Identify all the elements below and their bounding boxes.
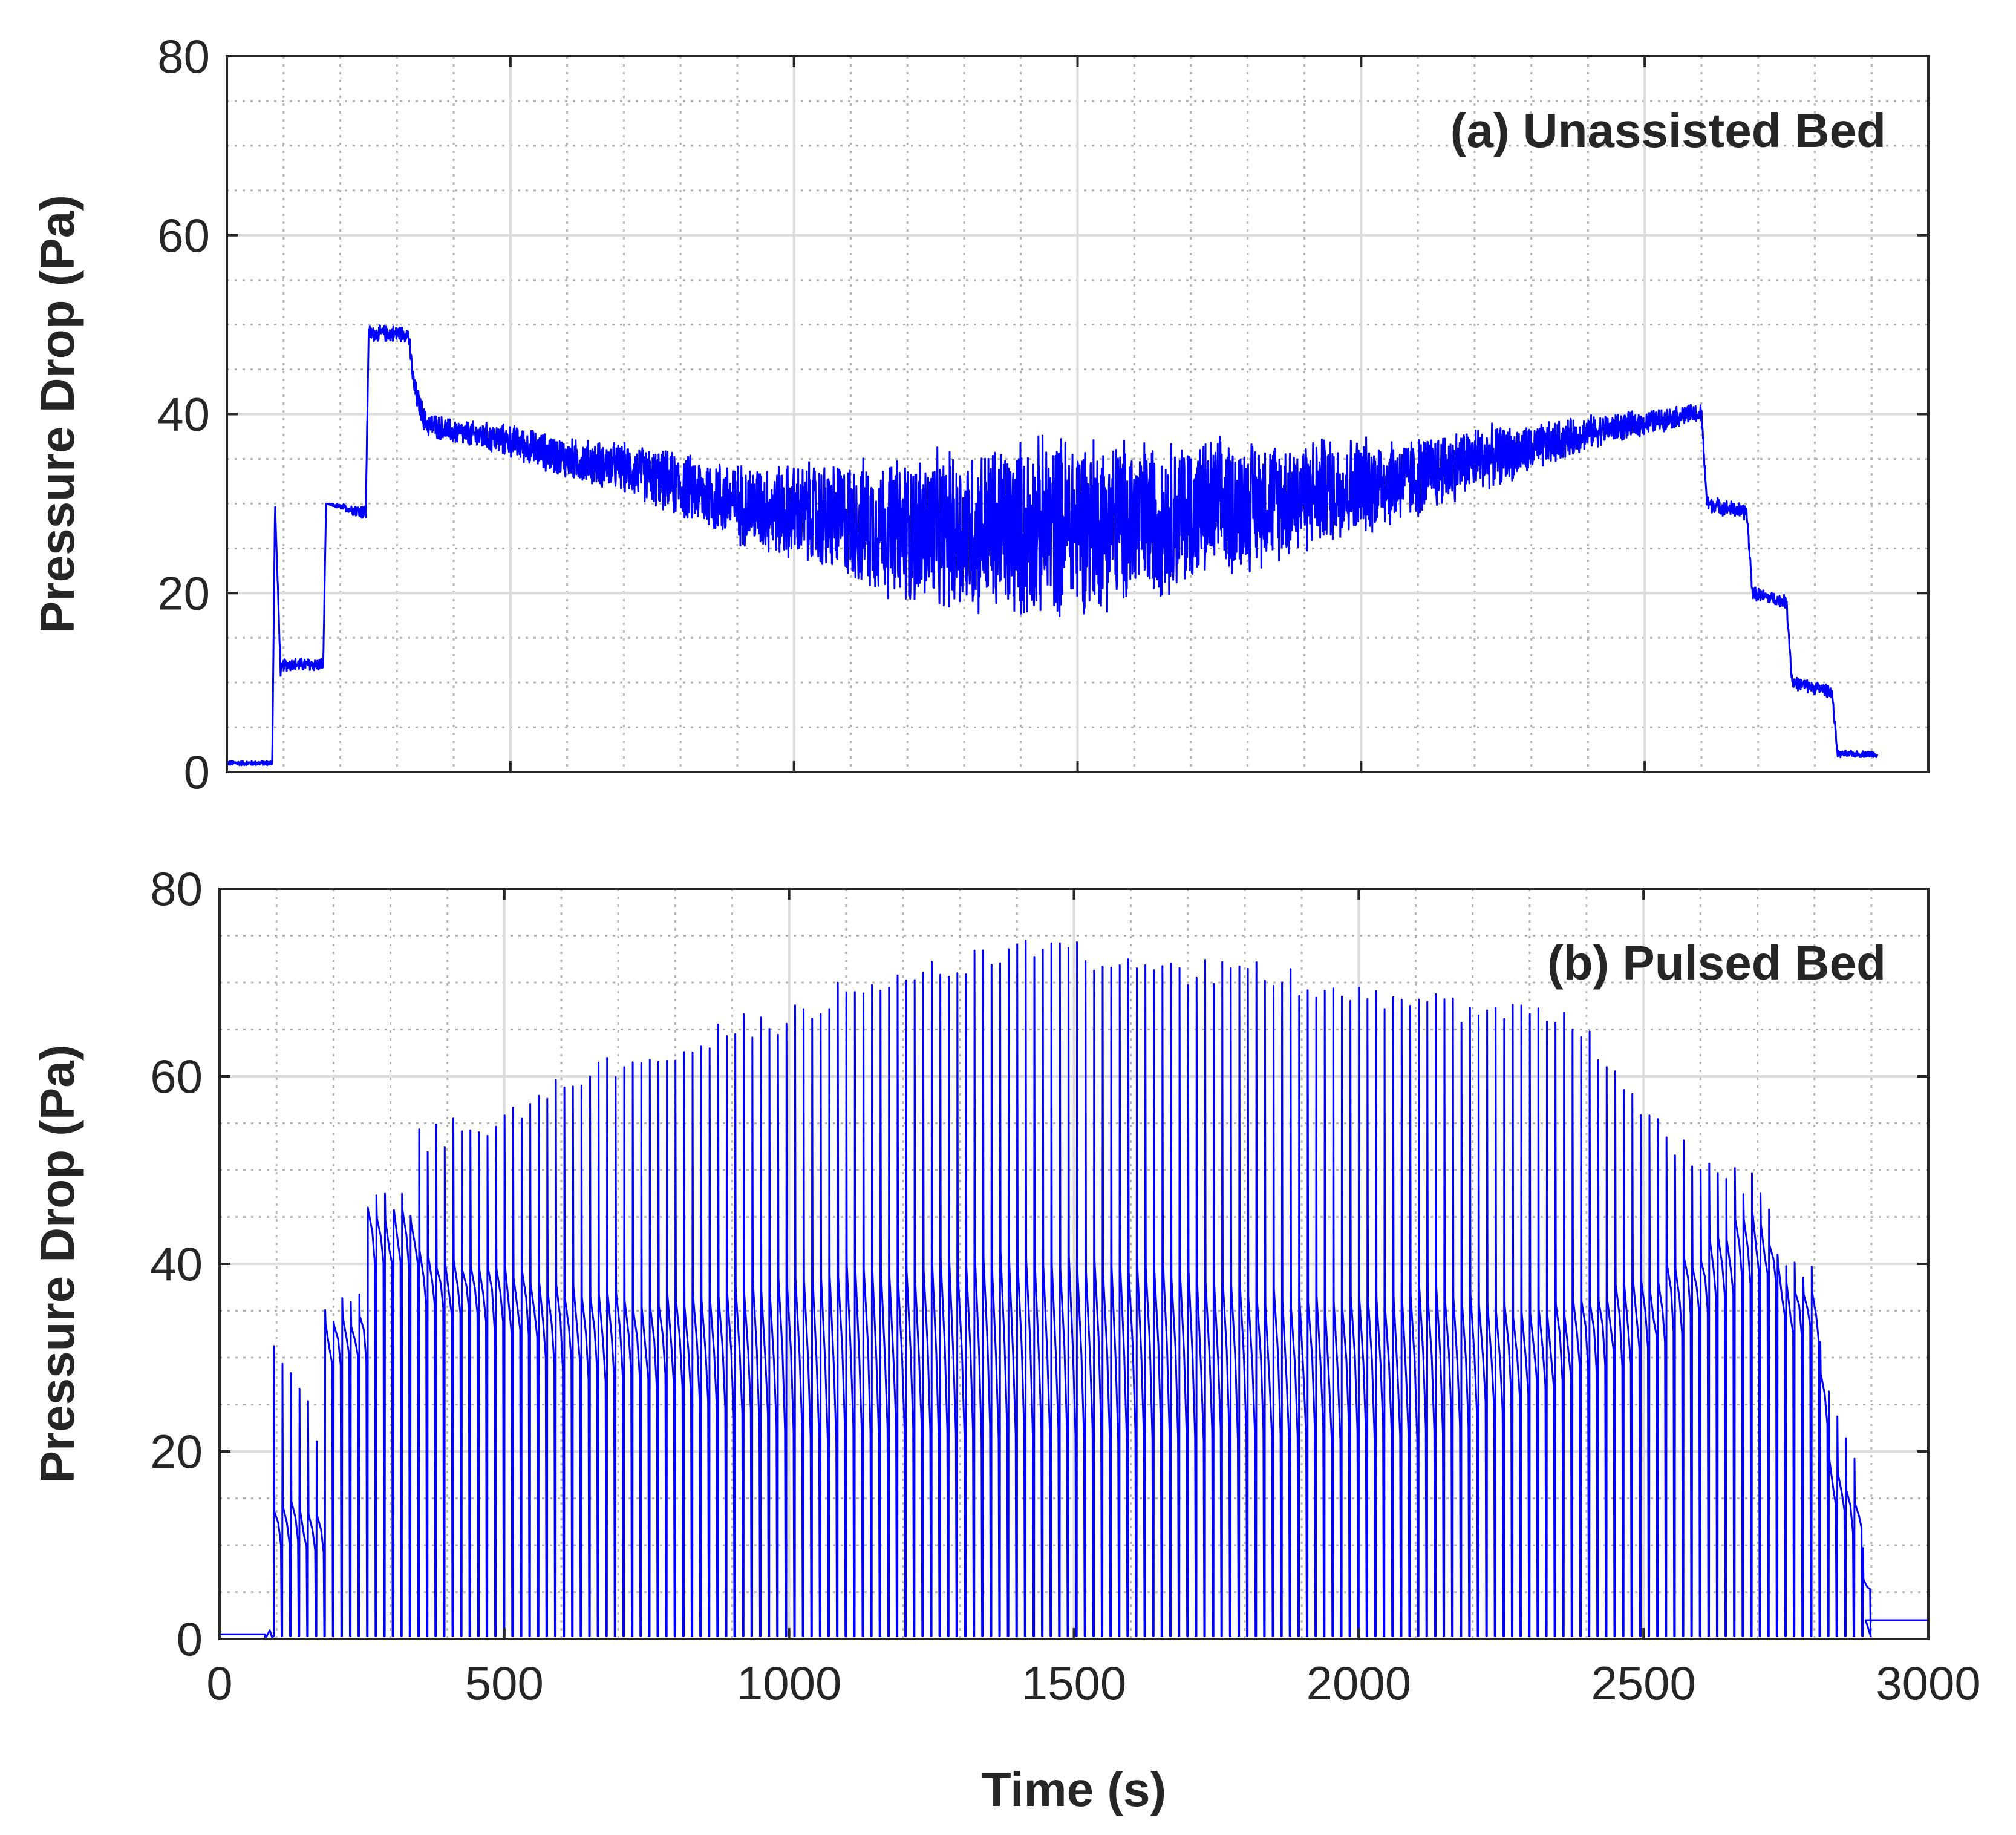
y-tick-label: 80	[150, 862, 203, 915]
x-tick-label: 500	[465, 1657, 544, 1710]
y-tick-label: 20	[157, 566, 210, 620]
panel-a-trace	[226, 324, 1879, 767]
y-tick-label: 40	[157, 388, 210, 441]
y-tick-label: 0	[177, 1612, 203, 1666]
panel-b-xlabel: Time (s)	[982, 1762, 1166, 1816]
panel-b-trace	[220, 940, 1928, 1640]
panel-b-ticks: 0 20 40 60 80 0 500 1000 1500 2000 2500 3000	[150, 862, 1981, 1710]
y-tick-label: 40	[150, 1237, 203, 1290]
x-tick-label: 2500	[1591, 1657, 1696, 1710]
y-tick-label: 80	[157, 30, 210, 83]
panel-b-ylabel: Pressure Drop (Pa)	[30, 1045, 84, 1483]
panel-b-label: (b) Pulsed Bed	[1547, 936, 1886, 990]
panel-a-label: (a) Unassisted Bed	[1450, 103, 1886, 157]
y-tick-label: 20	[150, 1425, 203, 1478]
series-line-pressure-drop	[226, 324, 1879, 767]
panel-b-pulsed-bed: 0 20 40 60 80 0 500 1000 1500 2000 2500 3000 (b) Pu…	[30, 862, 1981, 1816]
panel-a-ticks: 0 20 40 60 80	[157, 30, 1930, 799]
panel-a-unassisted-bed: 0 20 40 60 80 (a) Unassisted Bed Pressure Dr…	[30, 30, 1930, 799]
x-tick-label: 3000	[1876, 1657, 1981, 1710]
y-tick-label: 0	[184, 745, 210, 799]
x-tick-label: 1500	[1022, 1657, 1127, 1710]
panel-a-ylabel: Pressure Drop (Pa)	[30, 195, 84, 633]
y-tick-label: 60	[150, 1050, 203, 1103]
x-tick-label: 0	[206, 1657, 232, 1710]
series-line-pressure-drop	[220, 940, 1928, 1640]
x-tick-label: 2000	[1306, 1657, 1412, 1710]
x-tick-label: 1000	[737, 1657, 842, 1710]
y-tick-label: 60	[157, 209, 210, 262]
